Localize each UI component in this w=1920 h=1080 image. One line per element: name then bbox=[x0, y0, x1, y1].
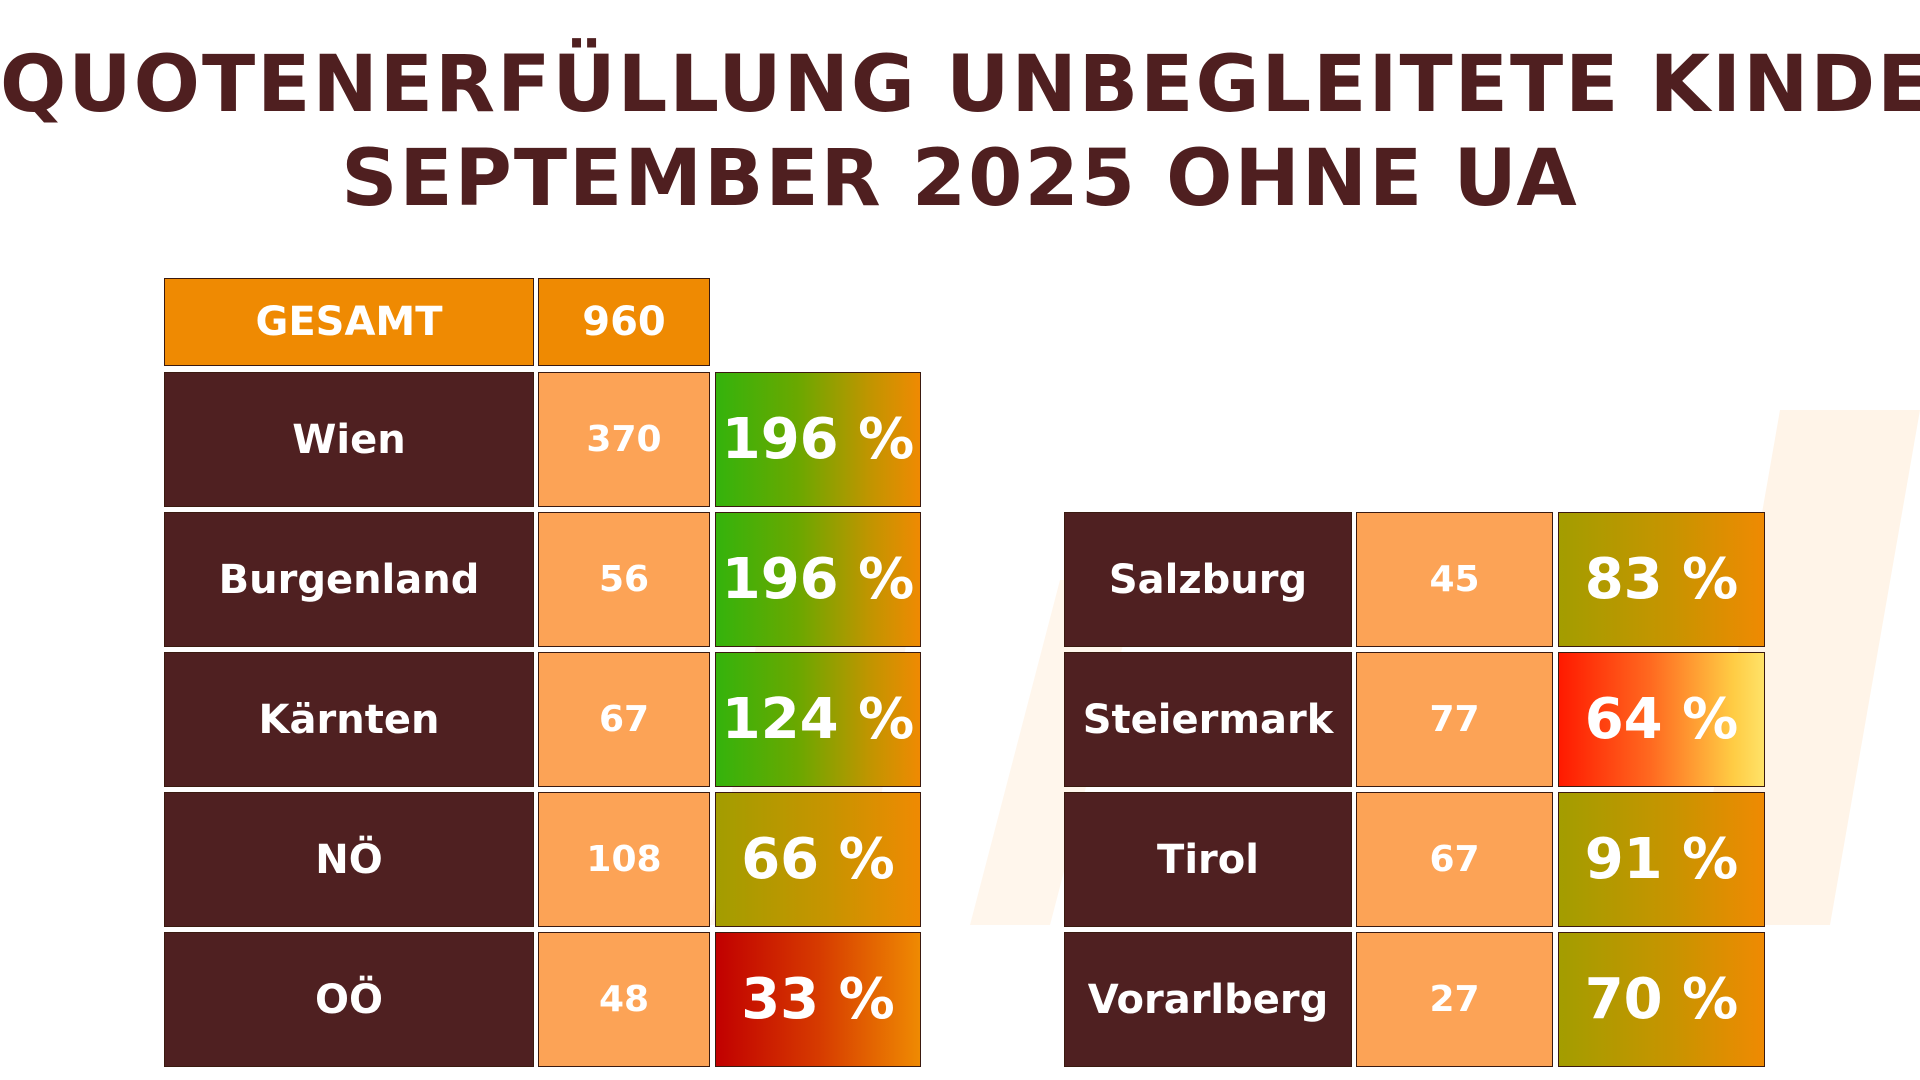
row-vorarlberg-state: Vorarlberg bbox=[1064, 932, 1352, 1067]
row-wien-count: 370 bbox=[538, 372, 710, 507]
total-value: 960 bbox=[538, 278, 710, 366]
row-burgenland-quota: 196 % bbox=[715, 512, 921, 647]
row-tirol-state: Tirol bbox=[1064, 792, 1352, 927]
row-steiermark-count: 77 bbox=[1356, 652, 1553, 787]
row-steiermark-state: Steiermark bbox=[1064, 652, 1352, 787]
title-line-1: QUOTENERFÜLLUNG UNBEGLEITETE KINDER bbox=[0, 40, 1920, 130]
row-ooe-state: OÖ bbox=[164, 932, 534, 1067]
row-kaernten-count: 67 bbox=[538, 652, 710, 787]
row-noe-quota: 66 % bbox=[715, 792, 921, 927]
page-title: QUOTENERFÜLLUNG UNBEGLEITETE KINDER SEPT… bbox=[0, 38, 1920, 226]
row-tirol-count: 67 bbox=[1356, 792, 1553, 927]
row-burgenland-state: Burgenland bbox=[164, 512, 534, 647]
row-wien-state: Wien bbox=[164, 372, 534, 507]
row-wien-quota: 196 % bbox=[715, 372, 921, 507]
row-ooe-count: 48 bbox=[538, 932, 710, 1067]
row-burgenland-count: 56 bbox=[538, 512, 710, 647]
row-steiermark-quota: 64 % bbox=[1558, 652, 1765, 787]
row-noe-state: NÖ bbox=[164, 792, 534, 927]
row-kaernten-state: Kärnten bbox=[164, 652, 534, 787]
row-salzburg-quota: 83 % bbox=[1558, 512, 1765, 647]
row-vorarlberg-count: 27 bbox=[1356, 932, 1553, 1067]
row-salzburg-state: Salzburg bbox=[1064, 512, 1352, 647]
total-label: GESAMT bbox=[164, 278, 534, 366]
row-ooe-quota: 33 % bbox=[715, 932, 921, 1067]
row-salzburg-count: 45 bbox=[1356, 512, 1553, 647]
row-vorarlberg-quota: 70 % bbox=[1558, 932, 1765, 1067]
row-noe-count: 108 bbox=[538, 792, 710, 927]
row-tirol-quota: 91 % bbox=[1558, 792, 1765, 927]
title-line-2: SEPTEMBER 2025 OHNE UA bbox=[341, 134, 1579, 224]
row-kaernten-quota: 124 % bbox=[715, 652, 921, 787]
